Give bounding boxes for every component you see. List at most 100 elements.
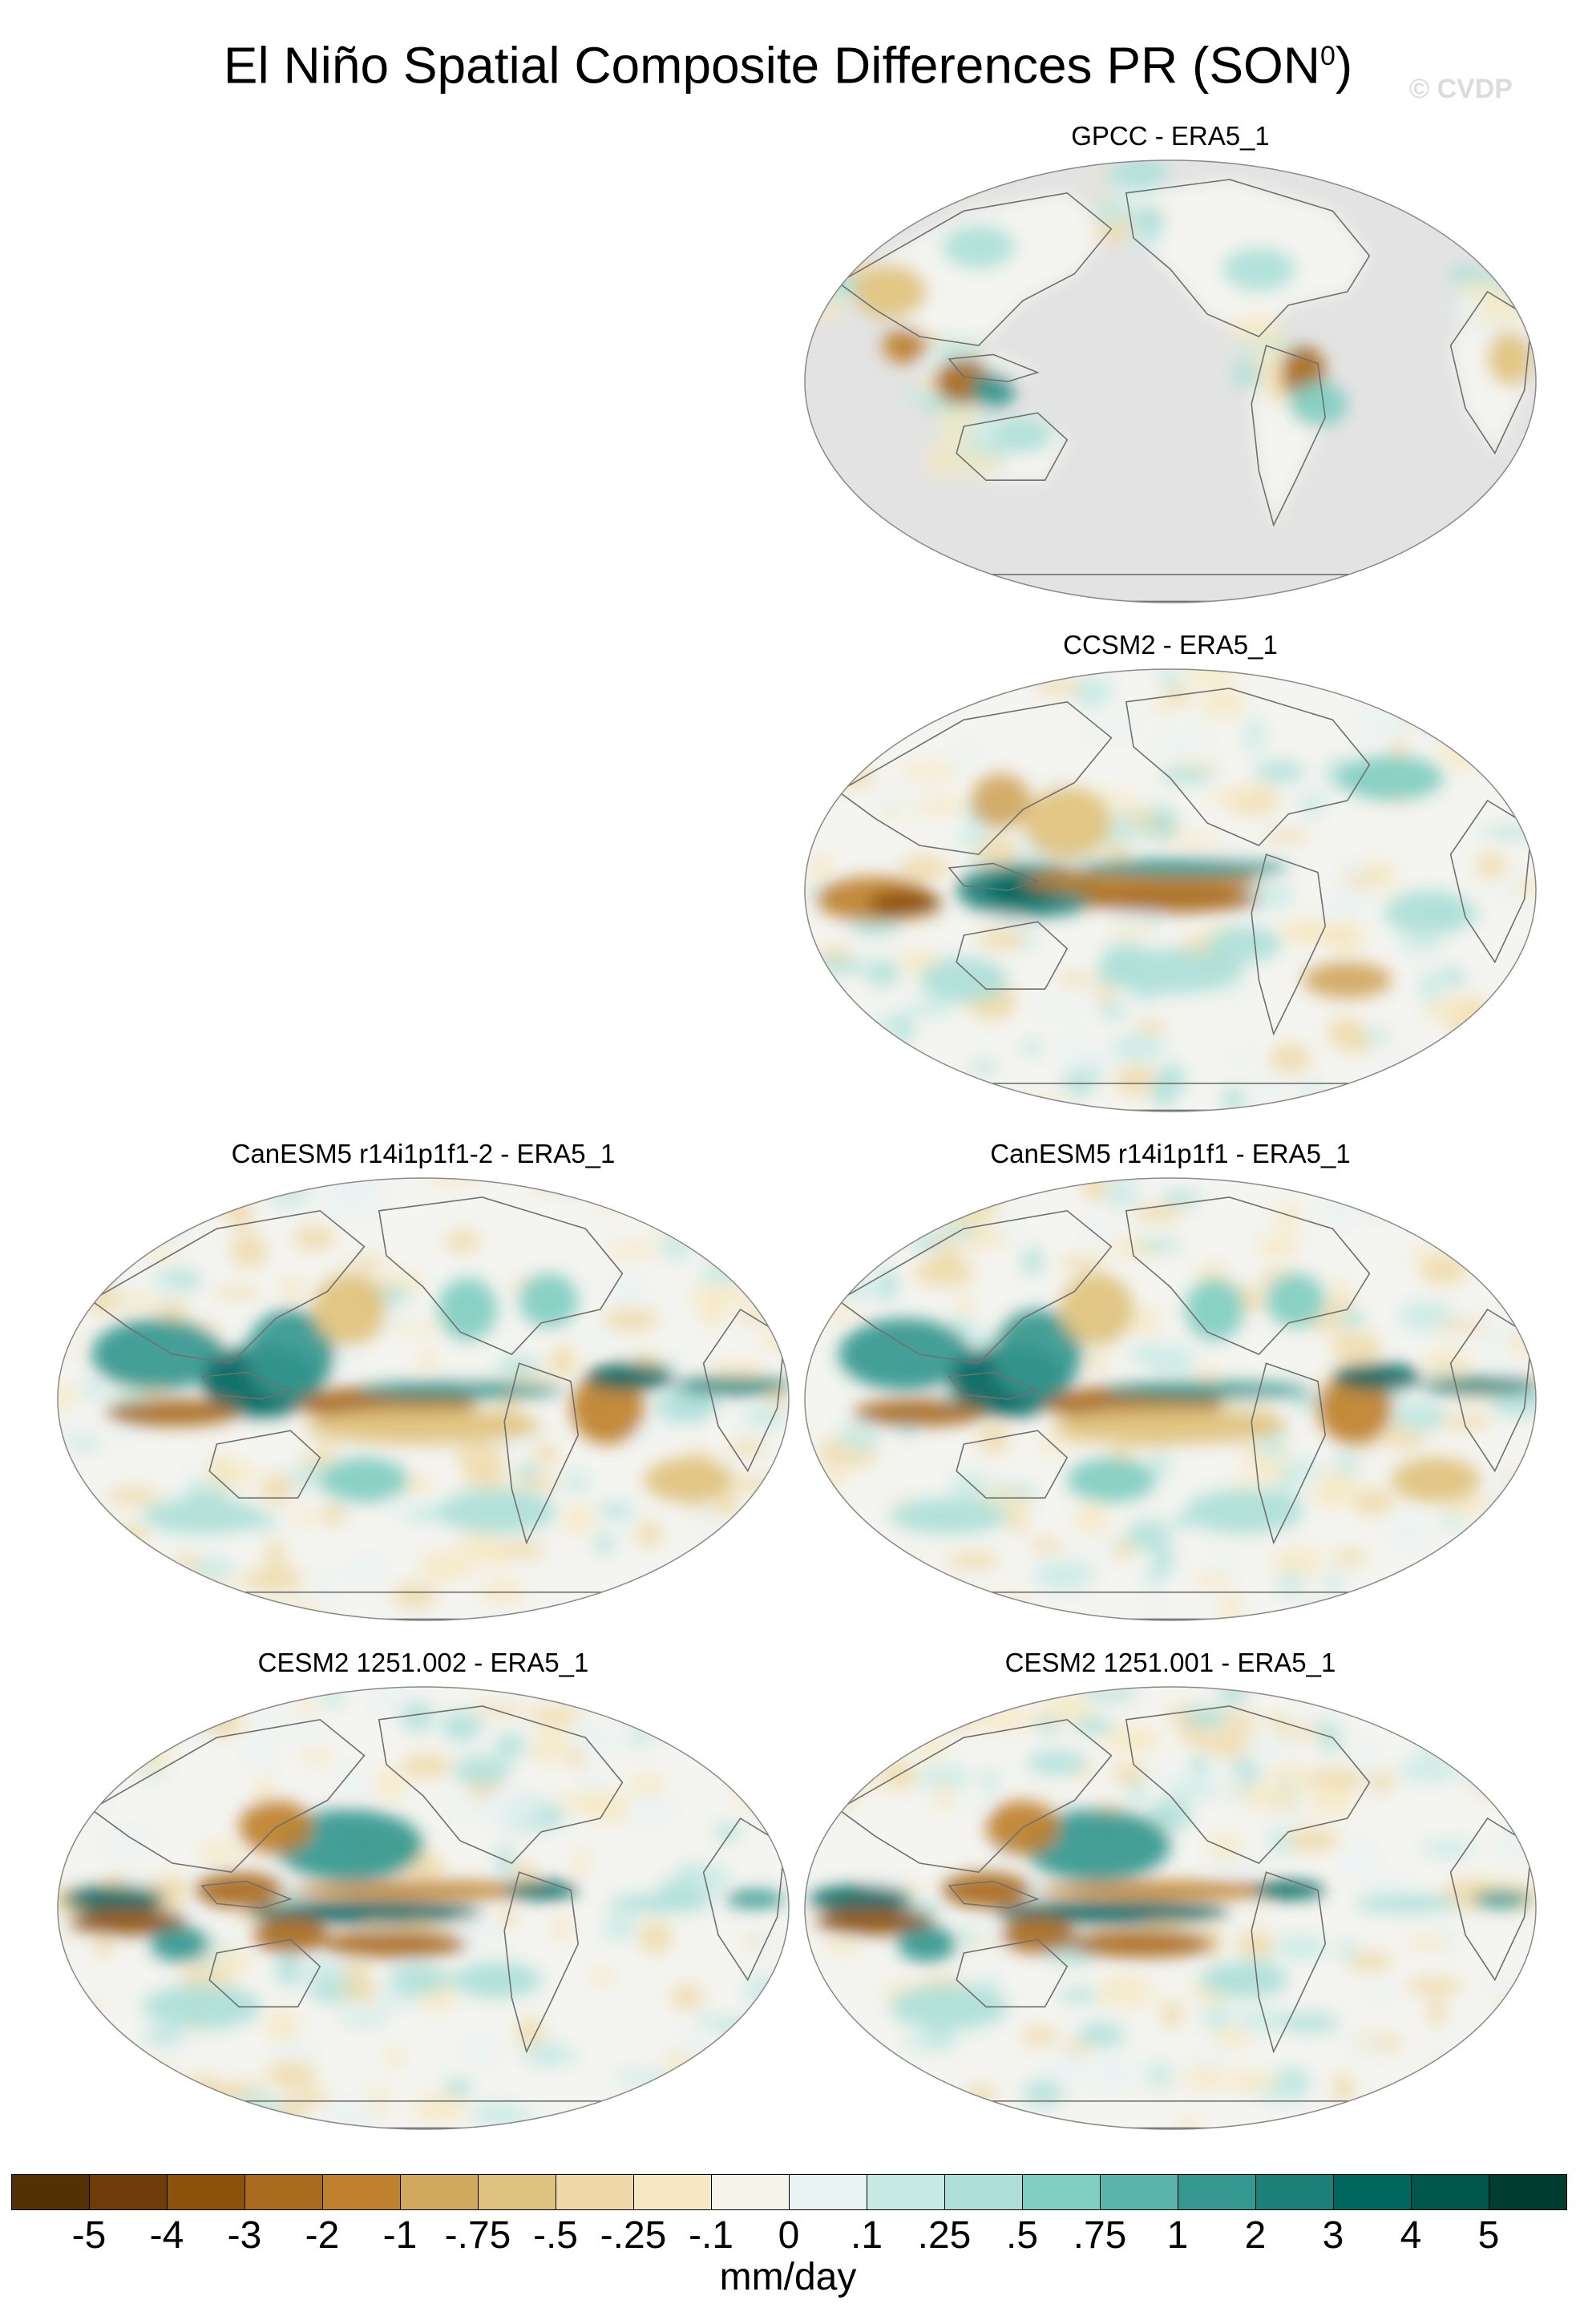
texture-patch [706, 1250, 747, 1261]
texture-patch [1073, 1716, 1113, 1735]
anomaly-region [1185, 1489, 1303, 1534]
colorbar-box [1333, 2174, 1412, 2210]
colorbar-tick-label: .1 [850, 2214, 883, 2257]
colorbar-box [1255, 2174, 1334, 2210]
texture-patch [144, 1281, 187, 1303]
colorbar-box [1022, 2174, 1101, 2210]
texture-patch [936, 404, 980, 428]
texture-patch [1519, 1551, 1536, 1579]
texture-patch [1178, 2116, 1200, 2129]
anomaly-region [1318, 1372, 1392, 1444]
texture-patch [1320, 1727, 1342, 1753]
texture-patch [388, 1963, 446, 1995]
texture-patch [816, 1563, 850, 1586]
anomaly-region [150, 1926, 210, 1963]
texture-patch [1134, 206, 1166, 238]
texture-patch [66, 1435, 100, 1451]
texture-patch [1063, 2040, 1089, 2056]
texture-patch [551, 1345, 572, 1378]
panel-title: CanESM5 r14i1p1f1-2 - ERA5_1 [231, 1139, 616, 1168]
texture-patch [552, 1917, 574, 1942]
texture-patch [1457, 1069, 1493, 1100]
map-panel-cesm2-b: CESM2 1251.001 - ERA5_1 [802, 1647, 1539, 2136]
texture-patch [1101, 1725, 1161, 1754]
texture-patch [977, 927, 1032, 950]
texture-patch [1081, 1063, 1104, 1083]
texture-patch [75, 2003, 97, 2023]
texture-patch [318, 1687, 346, 1707]
texture-patch [1236, 1931, 1275, 1959]
anomaly-region [1207, 926, 1281, 962]
coastline [378, 1196, 624, 1355]
texture-patch [1104, 1178, 1138, 1208]
texture-patch [696, 2013, 717, 2027]
texture-patch [1319, 891, 1371, 918]
texture-patch [1296, 1687, 1356, 1700]
anomaly-region [438, 1489, 556, 1534]
texture-patch [79, 1222, 112, 1250]
texture-patch [1147, 1797, 1192, 1833]
texture-patch [1023, 2080, 1064, 2107]
texture-patch [935, 1778, 952, 1813]
texture-patch [1190, 1772, 1251, 1788]
texture-patch [653, 1600, 709, 1620]
texture-patch [1091, 199, 1125, 224]
texture-patch [1309, 1783, 1355, 1816]
texture-patch [496, 1358, 542, 1375]
texture-patch [1148, 1450, 1173, 1478]
colorbar-tick-label: 0 [778, 2214, 800, 2257]
texture-patch [1243, 1785, 1303, 1811]
anomaly-region [1384, 890, 1473, 935]
texture-patch [959, 1189, 994, 1204]
texture-patch [930, 1090, 966, 1112]
coastline [956, 1430, 1069, 1499]
texture-patch [156, 1607, 200, 1620]
texture-patch [1279, 918, 1338, 946]
anomaly-region [1332, 1363, 1421, 1390]
texture-patch [933, 1703, 980, 1730]
texture-patch [68, 1687, 102, 1701]
colorbar-box [89, 2174, 168, 2210]
texture-patch [339, 1980, 370, 1997]
texture-patch [899, 764, 960, 781]
panel-title: CESM2 1251.002 - ERA5_1 [257, 1648, 589, 1677]
texture-patch [338, 2011, 389, 2026]
texture-patch [1368, 1983, 1390, 2000]
texture-patch [1101, 1003, 1126, 1019]
texture-patch [835, 2068, 883, 2092]
texture-patch [604, 1242, 665, 1257]
anomaly-region [867, 890, 942, 918]
texture-patch [1151, 1768, 1199, 1786]
texture-patch [1169, 1784, 1221, 1798]
texture-patch [1404, 1976, 1464, 1994]
texture-patch [858, 702, 894, 724]
map-border [804, 1686, 1537, 2130]
texture-patch [1149, 700, 1174, 713]
texture-patch [265, 1539, 286, 1567]
texture-patch [743, 1405, 786, 1430]
figure-title-close: ) [1335, 36, 1353, 95]
texture-patch [695, 1551, 715, 1569]
texture-patch [1500, 1765, 1536, 1785]
texture-patch [385, 2048, 405, 2068]
colorbar-tick-label: -.75 [444, 2214, 511, 2257]
texture-patch [1196, 1366, 1221, 1382]
texture-patch [1474, 1752, 1531, 1778]
texture-patch [1439, 1414, 1492, 1430]
texture-patch [1272, 1547, 1325, 1578]
texture-patch [336, 1346, 358, 1371]
texture-patch [660, 1208, 681, 1234]
anomaly-region [290, 1881, 556, 1899]
anomaly-region [1473, 1890, 1532, 1908]
texture-patch [1439, 736, 1485, 770]
texture-patch [275, 1953, 301, 1987]
texture-patch [950, 1802, 992, 1813]
colorbar-box [322, 2174, 401, 2210]
texture-patch [1359, 1689, 1383, 1709]
texture-patch [1323, 1574, 1346, 1592]
anomaly-region [1037, 1881, 1303, 1899]
texture-patch [1035, 678, 1082, 694]
texture-patch [812, 720, 851, 746]
texture-patch [947, 1551, 1000, 1570]
texture-patch [324, 1185, 378, 1220]
